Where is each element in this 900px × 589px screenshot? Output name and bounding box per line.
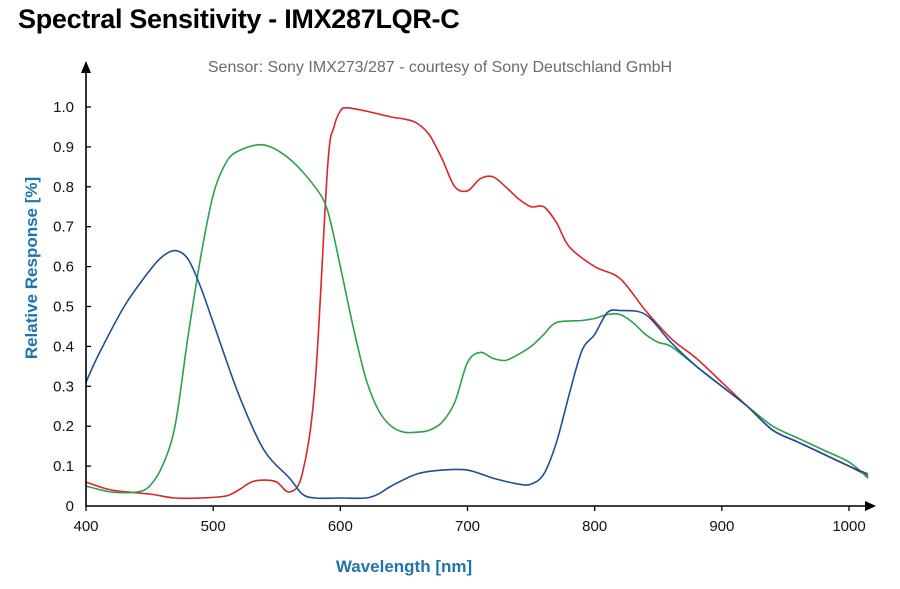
x-tick-label: 1000 [832, 518, 865, 535]
axes-layer [81, 61, 876, 511]
series-blue-line [85, 249, 869, 500]
x-axis-label: Wavelength [nm] [336, 557, 472, 576]
y-tick-label: 0.5 [53, 299, 74, 316]
x-tick-label: 900 [709, 518, 734, 535]
x-tick-label: 700 [455, 518, 480, 535]
y-axis-label: Relative Response [%] [22, 177, 41, 359]
y-tick-label: 0.9 [53, 139, 74, 156]
x-tick-label: 800 [582, 518, 607, 535]
y-tick-label: 0 [66, 498, 74, 515]
y-tick-label: 1.0 [53, 99, 74, 116]
chart-subtitle: Sensor: Sony IMX273/287 - courtesy of So… [208, 59, 672, 76]
y-tick-label: 0.2 [53, 418, 74, 435]
y-axis-arrow-icon [81, 61, 91, 73]
x-tick-label: 400 [73, 518, 98, 535]
x-tick-label: 500 [201, 518, 226, 535]
page-title: Spectral Sensitivity - IMX287LQR-C [18, 4, 460, 34]
series-green-line [85, 143, 869, 494]
y-tick-label: 0.4 [53, 338, 74, 355]
x-axis-arrow-icon [865, 501, 876, 511]
series-red-line [85, 106, 869, 500]
y-tick-label: 0.7 [53, 219, 74, 236]
y-tick-label: 0.1 [53, 458, 74, 475]
y-tick-label: 0.6 [53, 259, 74, 276]
curves-layer [85, 106, 869, 500]
ticks-layer: 400 500 600 700 800 900 1000 0 0.1 0.2 0.3 0.4 0.5 0.… [53, 99, 866, 535]
x-tick-label: 600 [328, 518, 353, 535]
y-tick-label: 0.8 [53, 179, 74, 196]
y-tick-label: 0.3 [53, 378, 74, 395]
